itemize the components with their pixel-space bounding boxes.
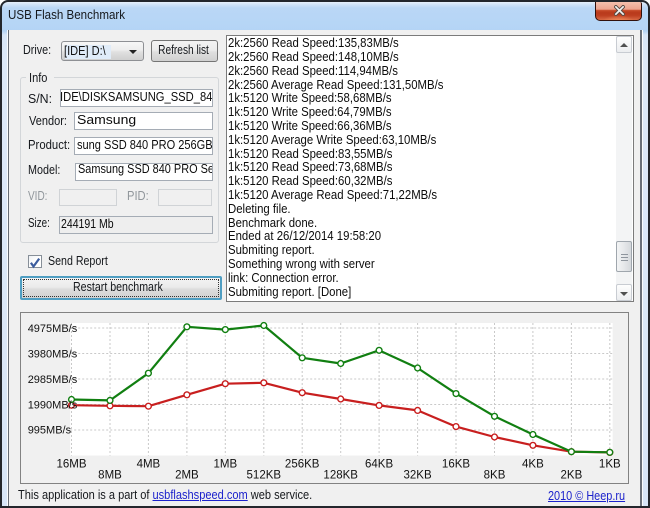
svg-text:8MB: 8MB xyxy=(98,470,122,482)
svg-text:128KB: 128KB xyxy=(323,470,358,482)
svg-text:2985MB/s: 2985MB/s xyxy=(28,374,78,386)
svg-text:4MB: 4MB xyxy=(137,459,161,471)
svg-text:256KB: 256KB xyxy=(285,459,320,471)
svg-text:64KB: 64KB xyxy=(365,459,393,471)
svg-text:1MB: 1MB xyxy=(213,459,237,471)
svg-text:2MB: 2MB xyxy=(175,470,199,482)
svg-text:1990MB/s: 1990MB/s xyxy=(28,400,78,412)
svg-text:16MB: 16MB xyxy=(56,459,86,471)
svg-text:32KB: 32KB xyxy=(404,470,432,482)
svg-text:995MB/s: 995MB/s xyxy=(28,425,72,437)
svg-text:4975MB/s: 4975MB/s xyxy=(28,323,78,335)
svg-text:3980MB/s: 3980MB/s xyxy=(28,349,78,361)
svg-text:1KB: 1KB xyxy=(599,459,621,471)
svg-text:4KB: 4KB xyxy=(522,459,544,471)
svg-text:512KB: 512KB xyxy=(247,470,282,482)
svg-text:8KB: 8KB xyxy=(484,470,506,482)
svg-text:2KB: 2KB xyxy=(561,470,583,482)
svg-text:16KB: 16KB xyxy=(442,459,470,471)
